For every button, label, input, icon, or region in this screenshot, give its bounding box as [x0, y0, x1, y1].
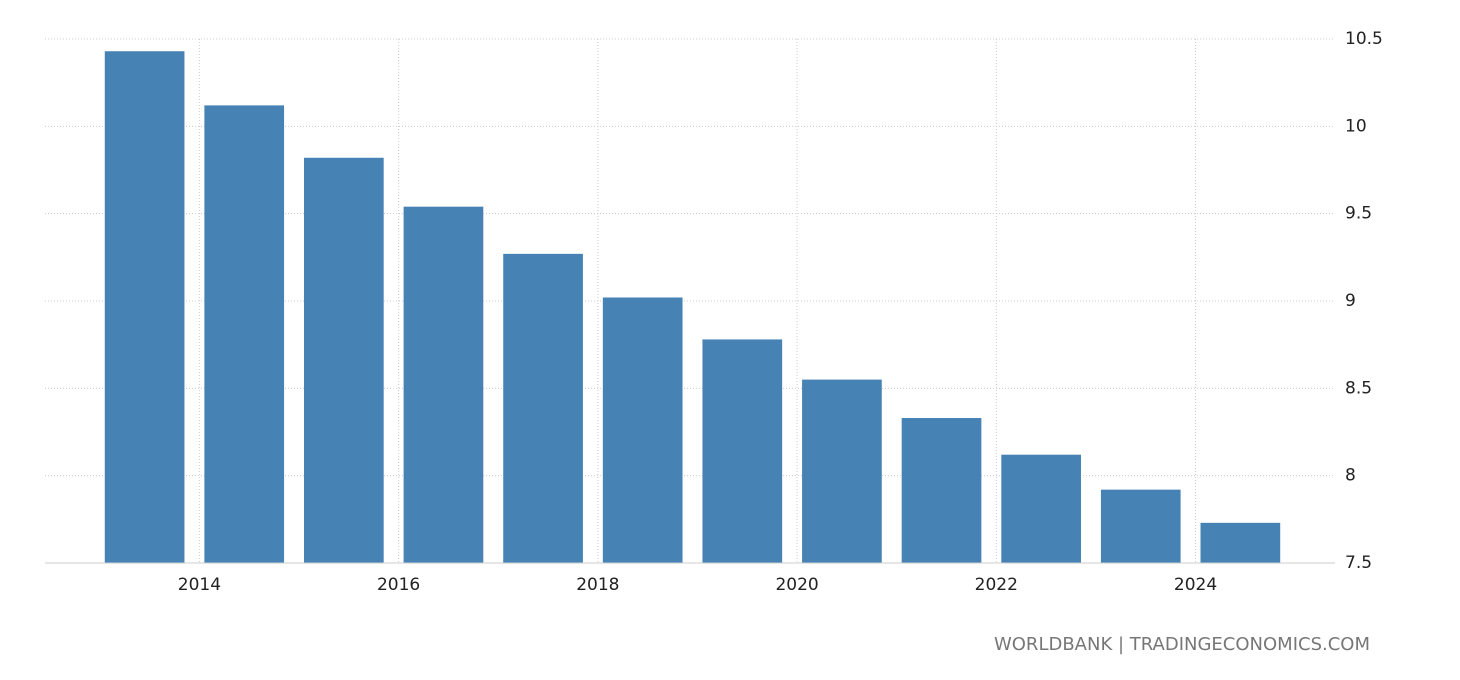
bar — [1100, 489, 1181, 563]
y-tick-label: 10 — [1345, 116, 1367, 136]
y-tick-label: 9 — [1345, 291, 1356, 311]
bar — [1001, 454, 1081, 563]
bar — [503, 253, 583, 563]
bar — [602, 297, 683, 563]
y-tick-label: 8.5 — [1345, 378, 1372, 398]
bar — [403, 206, 484, 563]
x-tick-label: 2020 — [775, 575, 818, 595]
x-tick-label: 2014 — [178, 575, 221, 595]
bar — [303, 157, 384, 564]
bar — [1200, 522, 1281, 563]
bar — [104, 51, 185, 564]
x-tick-label: 2016 — [377, 575, 420, 595]
source: WORLDBANK | TRADINGECONOMICS.COM — [994, 634, 1370, 655]
x-tick-label: 2022 — [975, 575, 1018, 595]
bar — [204, 105, 285, 563]
bar — [802, 379, 882, 563]
bar — [901, 418, 982, 563]
y-tick-label: 10.5 — [1345, 29, 1383, 49]
y-tick-label: 7.5 — [1345, 553, 1372, 573]
bar — [702, 339, 783, 563]
y-tick-label: 9.5 — [1345, 204, 1372, 224]
y-tick-label: 8 — [1345, 466, 1356, 486]
x-tick-label: 2024 — [1174, 575, 1217, 595]
x-tick-label: 2018 — [576, 575, 619, 595]
